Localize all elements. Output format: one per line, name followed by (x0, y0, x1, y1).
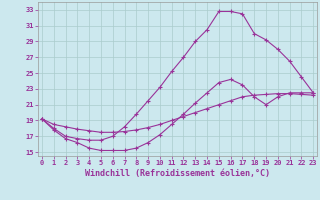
X-axis label: Windchill (Refroidissement éolien,°C): Windchill (Refroidissement éolien,°C) (85, 169, 270, 178)
